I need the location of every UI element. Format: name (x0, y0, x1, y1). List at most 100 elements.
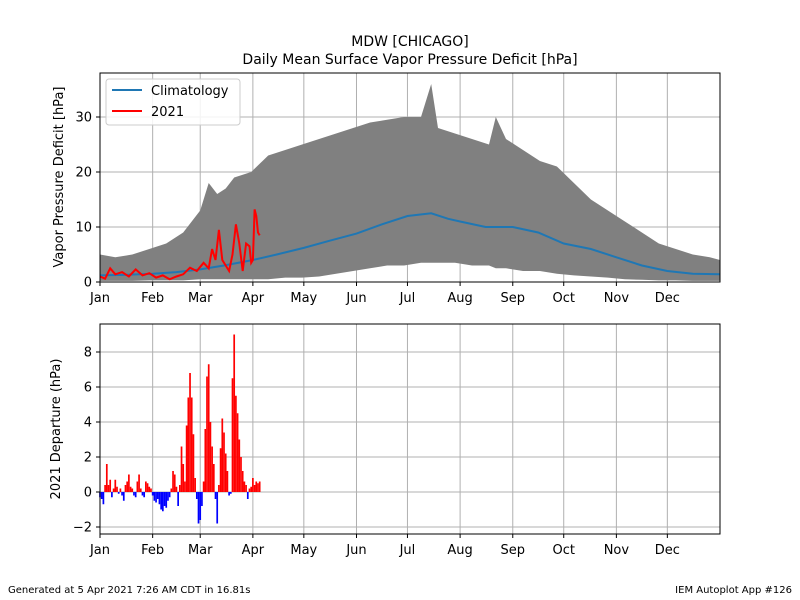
top-x-tick-label: Jan (89, 291, 110, 306)
departure-bar-positive (136, 481, 139, 492)
top-x-ticks: Jan Feb Mar Apr May Jun Jul Aug Sep Oct Nov Dec (89, 282, 680, 306)
departure-bar-negative (167, 492, 169, 501)
departure-bar-negative (158, 492, 161, 505)
top-y-tick-label: 0 (84, 276, 92, 291)
departure-bar-positive (104, 485, 106, 492)
departure-bar-negative (143, 492, 146, 498)
departure-bar-negative (122, 492, 125, 501)
departure-bar-positive (202, 481, 205, 492)
departure-bar-negative (141, 492, 144, 496)
bottom-x-tick-label: Jun (345, 543, 366, 558)
departure-bar-negative (111, 492, 113, 498)
top-x-tick-label: Nov (604, 291, 630, 306)
top-x-tick-label: Mar (188, 291, 213, 306)
departure-bar-positive (209, 422, 212, 492)
departure-bar-positive (252, 478, 254, 492)
bottom-y-tick-label: 0 (84, 486, 92, 501)
departure-bar-negative (156, 492, 159, 499)
bottom-x-tick-label: May (290, 543, 317, 558)
footer-app-text: IEM Autoplot App #126 (675, 585, 792, 596)
top-x-tick-label: Sep (501, 291, 526, 306)
departure-bar-positive (139, 488, 142, 492)
bottom-x-tick-label: Nov (604, 543, 630, 558)
departure-bar-positive (235, 395, 237, 492)
departure-bar-positive (184, 481, 186, 492)
departure-bar-positive (175, 486, 178, 492)
departure-bar-positive (148, 486, 151, 492)
departure-bar-negative (153, 492, 156, 501)
departure-bar-positive (204, 429, 207, 492)
departure-bar-positive (240, 457, 242, 492)
departure-bar-positive (206, 376, 208, 492)
departure-bar-negative (216, 492, 219, 524)
departure-bar-negative (228, 492, 230, 496)
top-y-axis-label: Vapor Pressure Deficit [hPa] (52, 87, 67, 268)
footer-generated-text: Generated at 5 Apr 2021 7:26 AM CDT in 1… (8, 585, 251, 596)
bottom-x-tick-label: Mar (188, 543, 213, 558)
chart-title: MDW [CHICAGO] (351, 34, 468, 50)
top-panel: 0 10 20 30 Jan Feb Mar Apr May Jun Jul Aug Sep Oct No… (52, 72, 721, 306)
top-x-tick-label: Feb (141, 291, 164, 306)
departure-bar-negative (165, 492, 168, 508)
departure-bar-negative (162, 492, 164, 512)
departure-bar-negative (155, 492, 157, 503)
legend-2021-label: 2021 (151, 105, 184, 120)
bottom-x-tick-label: Dec (655, 543, 680, 558)
departure-bar-negative (151, 492, 154, 496)
climatology-range-band (100, 84, 720, 281)
departure-bar-positive (231, 378, 234, 492)
top-x-tick-label: Apr (242, 291, 265, 306)
departure-bar-positive (114, 479, 117, 492)
departure-bar-positive (248, 488, 251, 492)
departure-bar-positive (173, 474, 176, 492)
bottom-grid (99, 324, 720, 534)
departure-bar-positive (170, 488, 173, 492)
departure-bar-negative (197, 492, 200, 524)
bottom-y-tick-label: 8 (84, 346, 92, 361)
bottom-x-tick-label: Jul (399, 543, 416, 558)
departure-bar-negative (133, 492, 135, 496)
departure-bar-negative (214, 492, 217, 499)
departure-bar-positive (226, 471, 229, 492)
departure-bar-positive (116, 486, 118, 492)
departure-bar-positive (145, 481, 147, 492)
departure-bar-positive (180, 446, 183, 492)
departure-bar-positive (207, 364, 210, 492)
bottom-x-tick-label: Aug (447, 543, 472, 558)
bottom-y-tick-label: 6 (84, 381, 92, 396)
departure-bar-positive (189, 373, 191, 492)
departure-bar-negative (177, 492, 179, 506)
top-y-tick-label: 20 (75, 166, 92, 181)
departure-bar-negative (199, 492, 202, 520)
chart-subtitle: Daily Mean Surface Vapor Pressure Defici… (242, 52, 577, 68)
departure-bar-negative (102, 492, 105, 505)
departure-bar-positive (221, 418, 224, 492)
departure-bar-positive (233, 334, 236, 492)
departure-bar-positive (223, 432, 225, 492)
departure-bar-negative (117, 492, 120, 494)
departure-bar-positive (131, 488, 134, 492)
departure-bar-positive (236, 413, 239, 492)
top-y-tick-label: 10 (75, 221, 92, 236)
departure-bar-positive (245, 485, 247, 492)
departure-bar-positive (187, 397, 190, 492)
bottom-x-tick-label: Oct (552, 543, 574, 558)
departure-bar-negative (163, 492, 166, 506)
bottom-x-tick-label: Sep (501, 543, 526, 558)
departure-bar-positive (219, 448, 222, 492)
departure-bar-positive (126, 481, 129, 492)
departure-bar-positive (112, 488, 115, 492)
bottom-axes-frame (99, 323, 721, 535)
departure-bar-positive (109, 479, 112, 492)
departure-bar-positive (178, 485, 181, 492)
bottom-y-axis-label: 2021 Departure (hPa) (49, 359, 64, 500)
top-x-tick-label: Dec (655, 291, 680, 306)
departure-bar-negative (168, 492, 171, 498)
departure-bar-positive (211, 446, 213, 492)
departure-bar-positive (119, 488, 122, 492)
departure-bar-positive (124, 485, 127, 492)
departure-bar-positive (250, 486, 253, 492)
departure-bar-positive (238, 439, 241, 492)
departure-bar-positive (241, 471, 244, 492)
departure-bar-negative (100, 492, 103, 499)
